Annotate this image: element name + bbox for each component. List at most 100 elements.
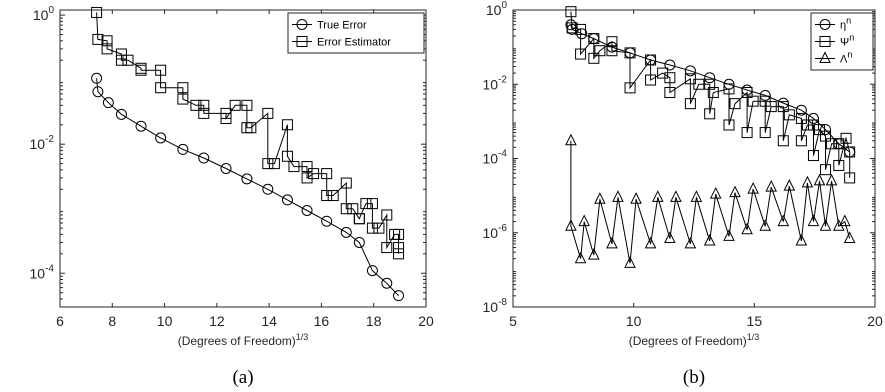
data-point (684, 98, 696, 110)
data-point (262, 107, 274, 119)
data-point (308, 168, 320, 180)
y-tick-base: 10 (486, 2, 502, 18)
data-point (741, 86, 753, 98)
data-point (101, 35, 113, 47)
data-point (220, 162, 232, 174)
data-point (229, 99, 241, 111)
data-point (795, 135, 807, 147)
data-point (262, 183, 274, 195)
data-point (347, 203, 359, 215)
data-point (594, 192, 606, 204)
series-2 (91, 6, 405, 260)
data-point (670, 190, 682, 202)
data-point (839, 214, 851, 227)
data-point (624, 82, 636, 94)
data-point (704, 72, 716, 84)
data-point (729, 185, 741, 198)
data-point (155, 82, 167, 94)
series-1 (91, 72, 405, 302)
data-point (115, 48, 127, 60)
x-axis-label: (Degrees of Freedom)1/3 (178, 332, 309, 348)
data-point (327, 190, 339, 202)
data-point (301, 172, 313, 184)
legend-label: Ψn (840, 33, 854, 49)
data-point (115, 108, 127, 120)
data-point (651, 190, 664, 202)
data-point (833, 159, 845, 171)
data-point (115, 54, 127, 66)
y-tick-exp: -2 (45, 134, 54, 145)
data-point (281, 119, 293, 131)
data-point (807, 214, 820, 227)
series-2 (565, 6, 856, 184)
data-point (820, 164, 832, 176)
data-point (759, 127, 771, 139)
data-point (565, 6, 577, 18)
legend-marker (296, 19, 308, 30)
data-point (826, 138, 838, 150)
data-point (709, 186, 722, 199)
data-point (245, 122, 257, 134)
y-tick-base: 10 (483, 225, 499, 241)
data-point (340, 177, 352, 189)
legend-label-text: Error Estimator (317, 37, 391, 49)
data-point (393, 248, 405, 260)
data-point (645, 54, 657, 66)
data-point (241, 173, 253, 185)
y-tick-base: 10 (33, 7, 49, 23)
series-line (96, 78, 399, 296)
chart-caption: (a) (232, 367, 253, 388)
data-point (723, 83, 735, 95)
y-tick-label: 10-2 (483, 74, 508, 92)
data-point (684, 236, 697, 249)
data-point (783, 179, 796, 191)
y-tick-base: 10 (483, 76, 499, 92)
data-point (198, 152, 210, 164)
data-point (624, 47, 636, 59)
data-point (353, 236, 365, 248)
data-point (102, 97, 114, 109)
data-point (393, 228, 405, 240)
y-tick-label: 100 (33, 5, 55, 23)
data-point (624, 256, 636, 268)
x-tick-label: 10 (626, 313, 642, 329)
data-point (594, 45, 606, 57)
data-point (177, 93, 189, 105)
data-point (606, 45, 618, 57)
data-point (664, 231, 676, 244)
legend-label-text: Ψ (840, 37, 849, 49)
x-tick-label: 15 (747, 313, 763, 329)
data-point (819, 219, 832, 231)
legend-label-text: True Error (317, 20, 367, 32)
data-point (693, 78, 705, 90)
x-axis-label-sup: 1/3 (296, 332, 309, 342)
data-point (566, 22, 578, 34)
data-point (565, 219, 577, 231)
data-point (122, 54, 134, 66)
series-line (570, 140, 851, 264)
data-point (321, 215, 333, 227)
data-point (813, 124, 825, 136)
y-tick-label: 10-4 (30, 263, 55, 281)
data-point (92, 33, 104, 45)
legend-marker (819, 51, 831, 63)
y-tick-label: 10-8 (483, 297, 508, 315)
data-point (340, 226, 352, 238)
data-point (381, 277, 393, 289)
data-point (723, 229, 735, 241)
data-point (747, 181, 759, 194)
chart-b: 5 10 15 2010010-210-410-610-8ηnΨnΛn(Degrees… (483, 0, 883, 388)
legend-label: ηn (840, 16, 851, 32)
y-tick-base: 10 (30, 136, 46, 152)
data-point (155, 132, 167, 144)
data-point (198, 99, 210, 111)
data-point (844, 172, 856, 184)
data-point (321, 190, 333, 202)
x-tick-label: 20 (418, 313, 434, 329)
data-point (645, 74, 657, 86)
data-point (393, 290, 405, 302)
series-3 (565, 133, 856, 268)
data-point (135, 120, 147, 132)
data-point (606, 236, 618, 249)
